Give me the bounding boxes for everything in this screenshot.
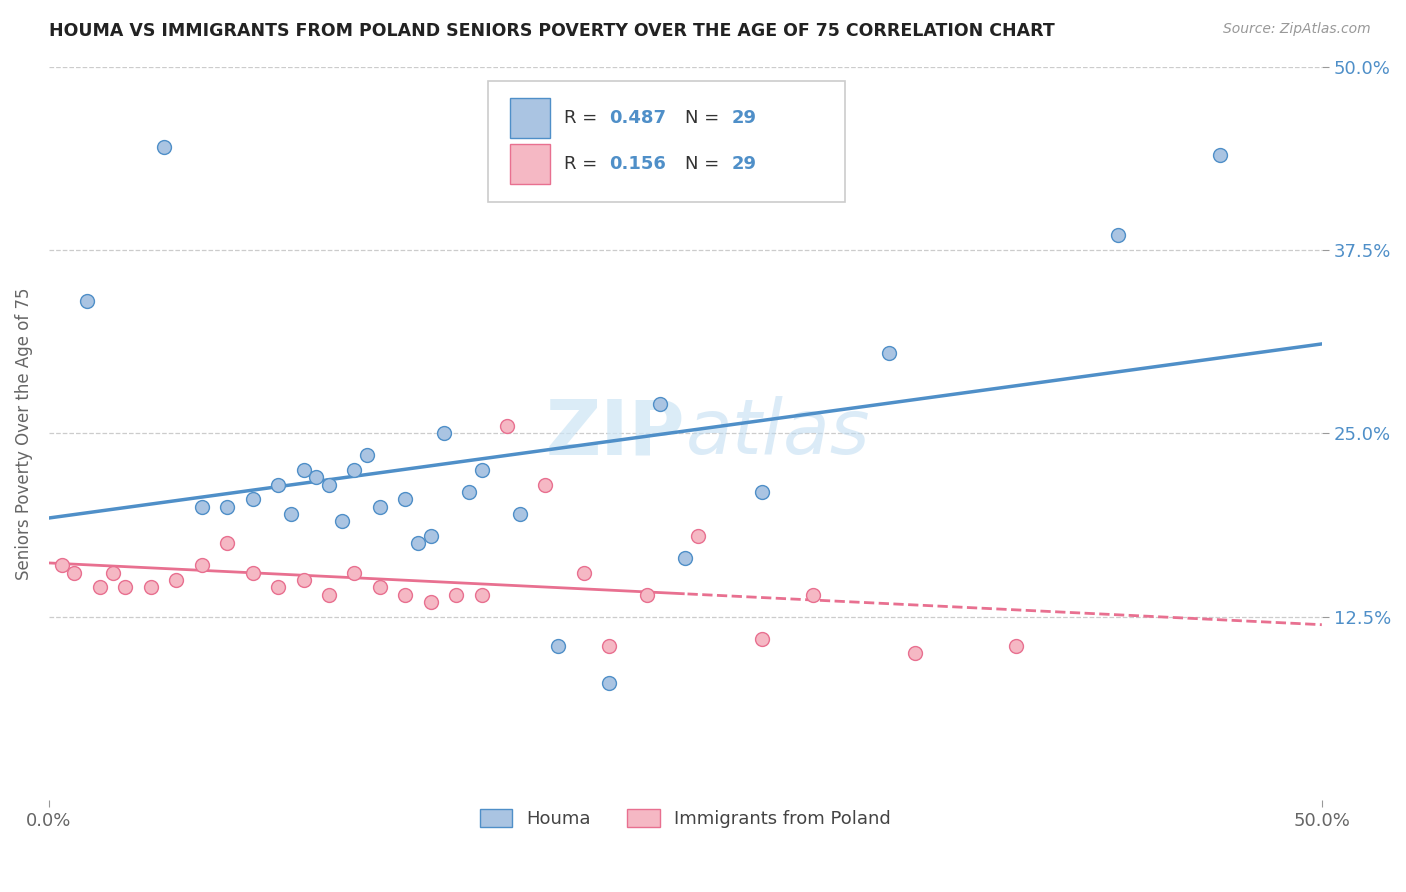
Point <box>509 507 531 521</box>
Point <box>318 477 340 491</box>
Point <box>534 477 557 491</box>
Point <box>267 477 290 491</box>
Point <box>114 581 136 595</box>
Point <box>598 639 620 653</box>
Text: atlas: atlas <box>685 396 870 470</box>
Point <box>318 588 340 602</box>
Point <box>419 529 441 543</box>
Point <box>458 485 481 500</box>
Point <box>877 345 900 359</box>
Point <box>598 676 620 690</box>
Text: 0.487: 0.487 <box>609 109 666 127</box>
Point <box>217 500 239 514</box>
Point <box>751 632 773 646</box>
Text: 0.156: 0.156 <box>609 155 666 173</box>
Point <box>751 485 773 500</box>
Point <box>292 573 315 587</box>
FancyBboxPatch shape <box>488 81 845 202</box>
Point <box>139 581 162 595</box>
Text: R =: R = <box>564 109 603 127</box>
Point <box>242 566 264 580</box>
Point <box>368 581 391 595</box>
Point <box>1107 228 1129 243</box>
Text: N =: N = <box>685 155 725 173</box>
FancyBboxPatch shape <box>510 144 551 185</box>
Point <box>496 419 519 434</box>
Point <box>267 581 290 595</box>
Point <box>330 515 353 529</box>
Point <box>1005 639 1028 653</box>
Point <box>63 566 86 580</box>
Point <box>419 595 441 609</box>
Point <box>648 397 671 411</box>
Point <box>1209 147 1232 161</box>
Point <box>343 566 366 580</box>
Point <box>572 566 595 580</box>
Point <box>76 294 98 309</box>
Point <box>394 492 416 507</box>
Point <box>101 566 124 580</box>
Point <box>903 647 925 661</box>
Point <box>165 573 187 587</box>
Point <box>801 588 824 602</box>
Point <box>471 463 494 477</box>
Point <box>547 639 569 653</box>
Text: HOUMA VS IMMIGRANTS FROM POLAND SENIORS POVERTY OVER THE AGE OF 75 CORRELATION C: HOUMA VS IMMIGRANTS FROM POLAND SENIORS … <box>49 22 1054 40</box>
Point <box>356 449 378 463</box>
Point <box>688 529 710 543</box>
Point <box>636 588 658 602</box>
Point <box>292 463 315 477</box>
Point <box>446 588 468 602</box>
Text: 29: 29 <box>731 109 756 127</box>
Point <box>343 463 366 477</box>
Point <box>432 426 454 441</box>
Point <box>152 140 174 154</box>
Legend: Houma, Immigrants from Poland: Houma, Immigrants from Poland <box>472 801 898 835</box>
Text: N =: N = <box>685 109 725 127</box>
Point <box>368 500 391 514</box>
Point <box>305 470 328 484</box>
Y-axis label: Seniors Poverty Over the Age of 75: Seniors Poverty Over the Age of 75 <box>15 287 32 580</box>
Point <box>280 507 302 521</box>
Text: 29: 29 <box>731 155 756 173</box>
Text: R =: R = <box>564 155 603 173</box>
Text: ZIP: ZIP <box>546 396 685 470</box>
Point <box>217 536 239 550</box>
Point <box>190 500 212 514</box>
FancyBboxPatch shape <box>510 98 551 138</box>
Point <box>406 536 429 550</box>
Point <box>394 588 416 602</box>
Point <box>242 492 264 507</box>
Point <box>190 558 212 573</box>
Point <box>471 588 494 602</box>
Point <box>51 558 73 573</box>
Point <box>89 581 111 595</box>
Point <box>673 551 696 566</box>
Text: Source: ZipAtlas.com: Source: ZipAtlas.com <box>1223 22 1371 37</box>
